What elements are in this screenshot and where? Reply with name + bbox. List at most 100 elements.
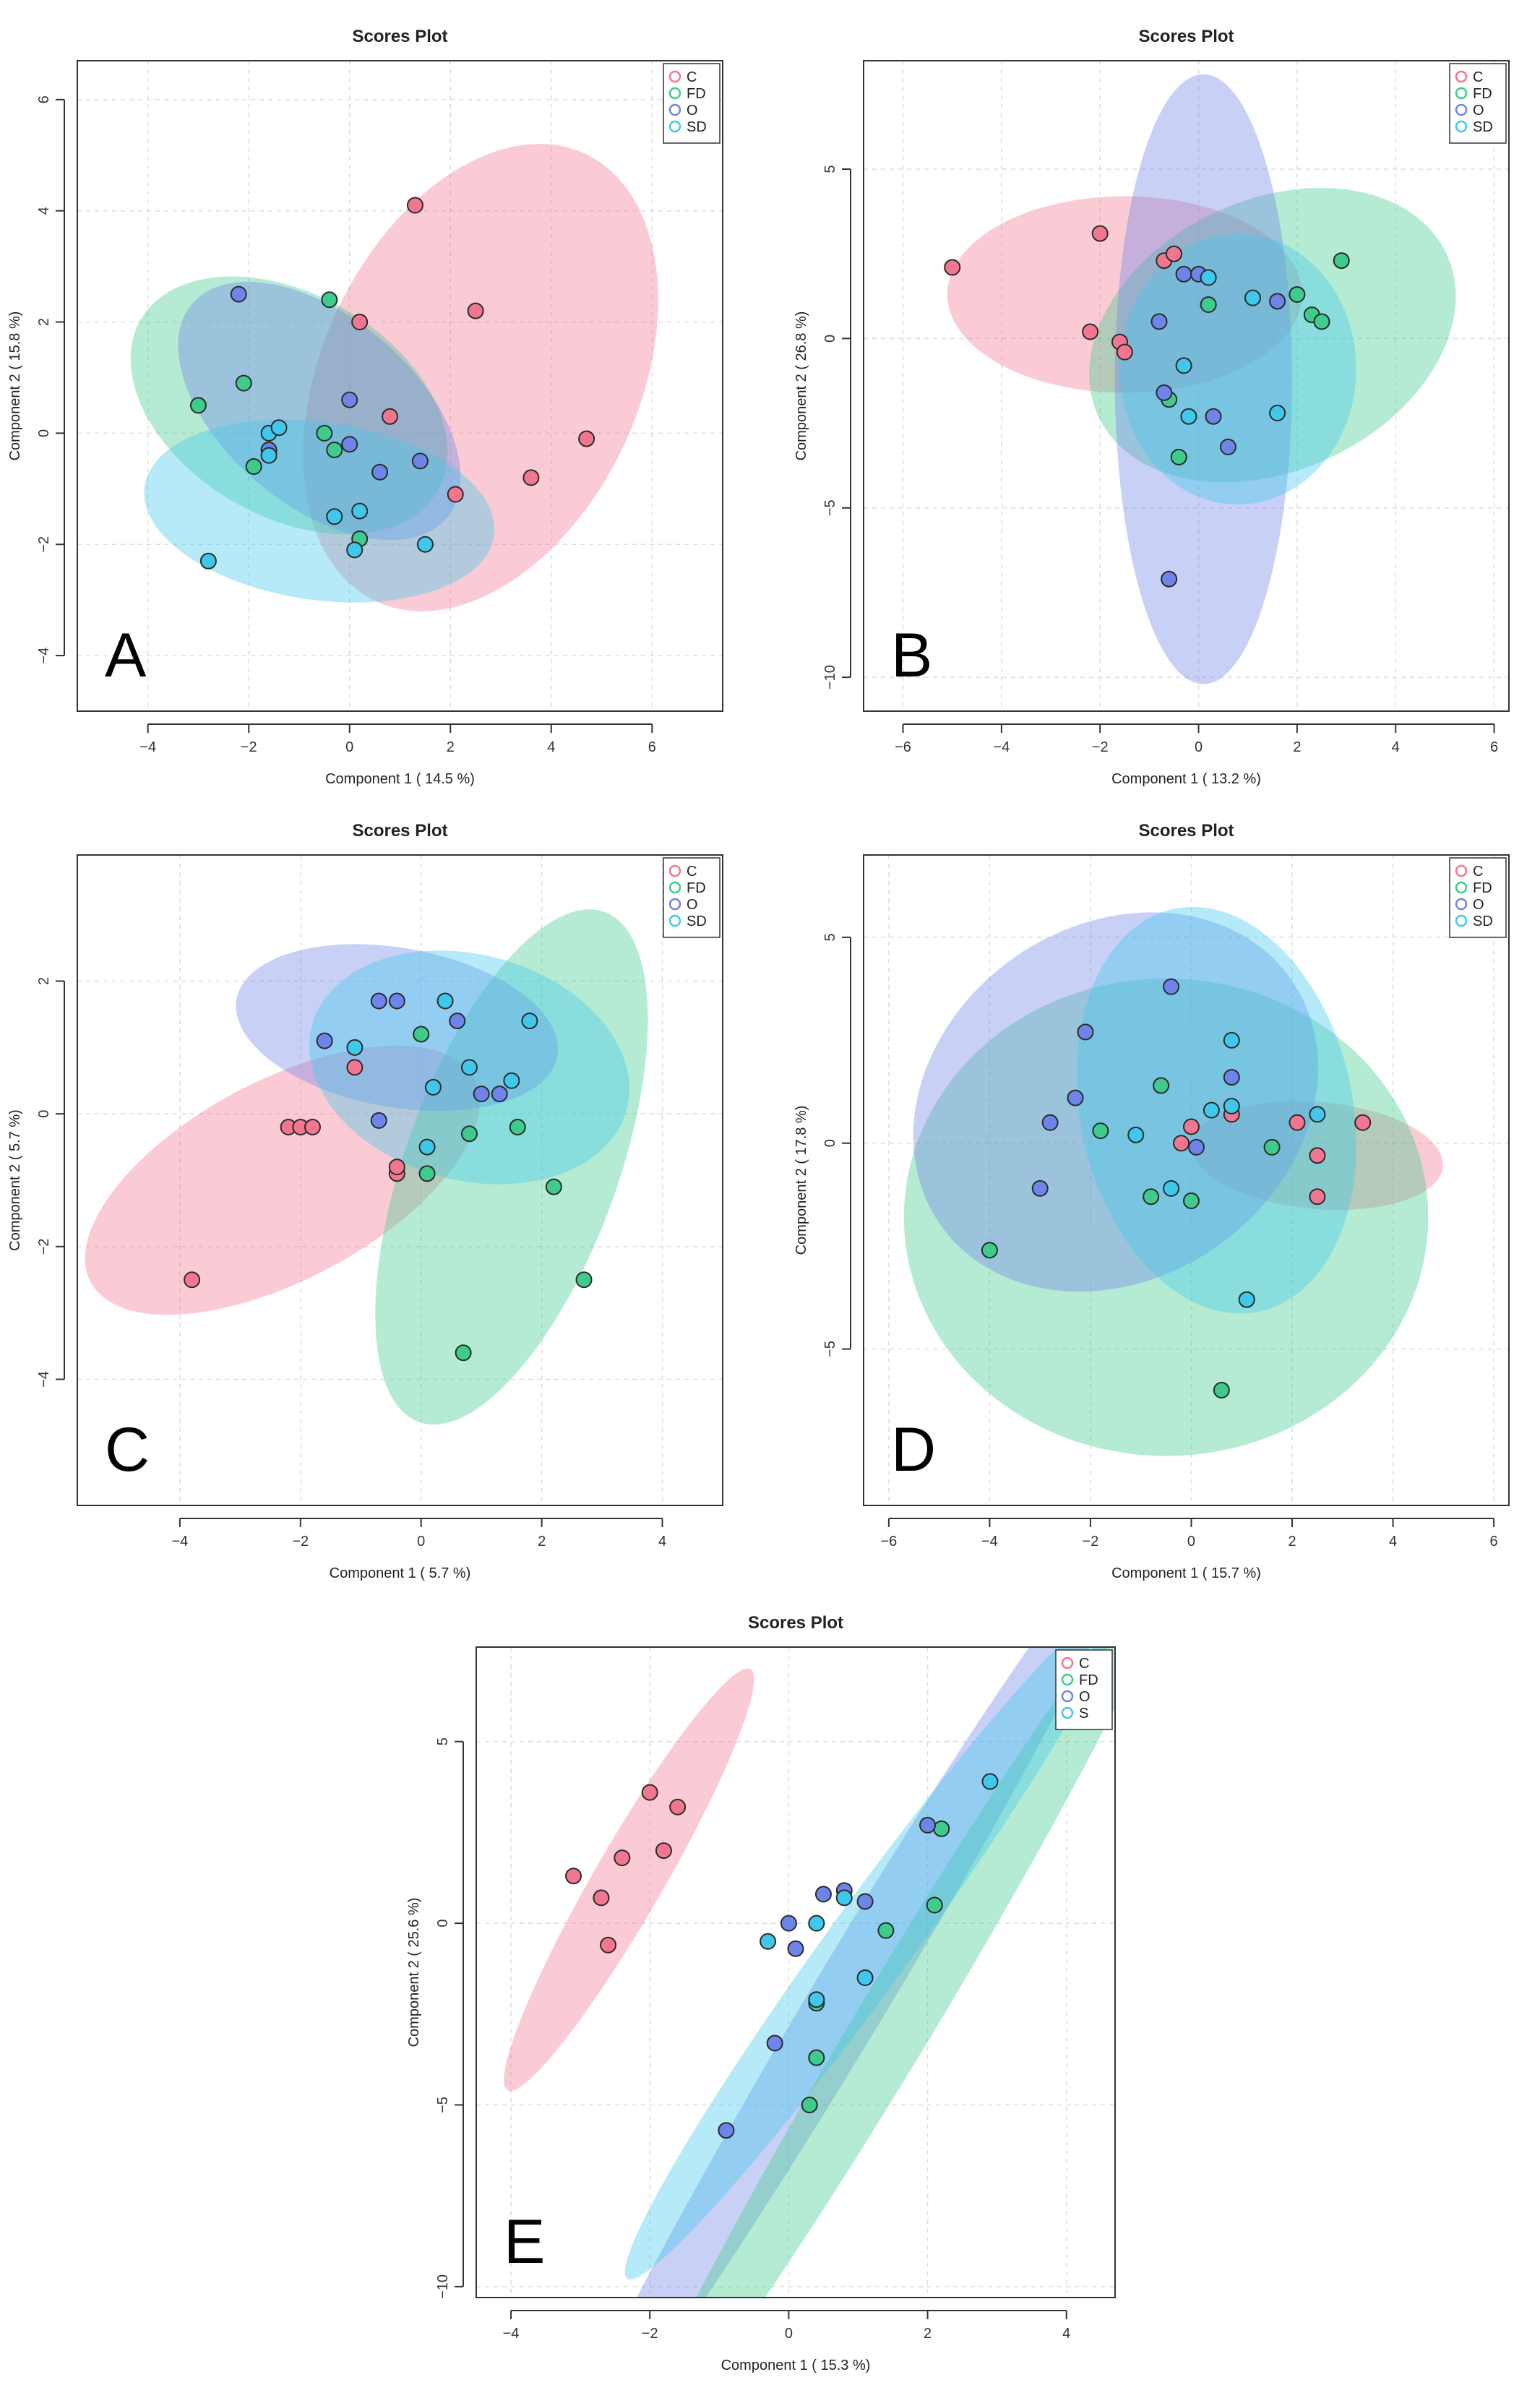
score-point-fd [877,1922,895,1939]
score-point-o [370,1112,387,1129]
legend-label-s: S [1079,1706,1088,1722]
panel-label: B [891,621,932,690]
score-point-fd [1289,285,1306,303]
score-point-fd [321,291,338,309]
x-tick-label: 4 [547,739,555,755]
score-point-s [856,1969,874,1987]
legend-label-sd: SD [1473,119,1493,135]
legend-marker-sd [1455,914,1468,927]
score-point-fd [235,374,252,392]
y-tick-label: 2 [36,977,52,985]
y-tick-label: −4 [36,648,52,664]
panel-label: D [891,1415,936,1484]
score-point-fd [981,1242,998,1259]
score-point-fd [1263,1138,1281,1156]
y-axis-label: Component 2 ( 5.7 %) [7,1109,23,1251]
score-point-sd [260,447,278,464]
x-axis-label: Component 1 ( 14.5 %) [325,771,475,787]
x-tick-label: −4 [139,739,156,755]
x-tick-label: 0 [1195,739,1203,755]
y-tick-label: 0 [36,429,52,437]
score-point-sd [346,541,364,559]
chart-title: Scores Plot [1138,27,1234,46]
y-tick-label: 6 [36,95,52,103]
score-point-fd [460,1125,478,1143]
score-point-c [346,1059,364,1076]
score-point-c [565,1868,582,1885]
score-point-o [388,992,405,1010]
x-tick-label: 6 [1490,1534,1498,1550]
scores-plot-c: Scores Plot −4 −2 0 2 4 −4 −2 0 2 Component 1 ( 5.… [7,821,723,1581]
score-point-o [1205,408,1222,425]
score-point-c [447,486,464,503]
score-point-o [1163,978,1180,995]
score-point-c [1116,343,1133,361]
confidence-ellipse-c [947,196,1302,393]
score-point-sd [1223,1097,1240,1114]
y-tick-label: −5 [822,499,838,516]
panel-label: A [105,621,147,690]
score-point-sd [1269,405,1286,421]
score-point-c [1289,1114,1306,1131]
legend-label-fd: FD [687,880,706,896]
score-point-fd [326,441,343,458]
score-point-sd [1163,1179,1180,1197]
score-point-o [766,2034,783,2052]
x-tick-label: 4 [1389,1534,1397,1550]
x-tick-label: −4 [993,739,1010,755]
scores-plot-e: Scores Plot −4 −2 0 2 4 −10 −5 0 5 Component 1 ( 1… [406,1613,1116,2373]
legend-marker-fd [1061,1673,1074,1686]
x-tick-label: 0 [785,2326,793,2342]
plot-frame [77,60,723,712]
y-axis-label: Component 2 ( 25.6 %) [406,1898,422,2047]
panel-c: Scores Plot −4 −2 0 2 4 −4 −2 0 2 Component 1 ( 5.… [0,791,770,1583]
score-point-c [1309,1188,1326,1206]
score-point-sd [1223,1031,1240,1049]
legend-marker-o [1061,1690,1074,1703]
legend-marker-sd [668,120,681,133]
x-tick-label: 2 [1293,739,1301,755]
score-point-o [491,1086,508,1103]
score-point-o [919,1816,937,1834]
score-point-c [184,1271,201,1289]
y-tick-label: 5 [822,165,838,173]
score-point-c [614,1849,631,1867]
score-point-c [382,408,399,425]
chart-title: Scores Plot [352,27,447,46]
y-tick-label: −2 [36,536,52,553]
x-tick-label: −4 [503,2326,520,2342]
y-tick-label: −5 [435,2097,451,2113]
score-point-sd [418,1138,436,1156]
legend-marker-fd [1455,87,1468,100]
score-point-o [1223,1069,1240,1086]
legend-label-o: O [687,103,698,119]
score-point-c [1182,1118,1200,1135]
x-tick-label: 6 [648,739,656,755]
x-tick-label: 0 [1187,1534,1195,1550]
x-axis-label: Component 1 ( 13.2 %) [1111,771,1261,787]
legend-label-sd: SD [1473,914,1493,929]
x-tick-label: 0 [417,1534,425,1550]
y-tick-label: 4 [36,207,52,215]
confidence-ellipse-o [1114,74,1293,684]
score-point-sd [424,1078,442,1096]
panel-a: Scores Plot −4 −2 0 2 4 6 −4 −2 0 2 4 6 Component 1 (… [0,0,770,791]
x-tick-label: −4 [981,1534,998,1550]
legend-label-c: C [1473,864,1483,880]
score-point-sd [503,1072,520,1089]
score-point-s [808,1914,825,1932]
score-point-sd [1238,1291,1255,1308]
score-point-s [835,1889,853,1907]
score-point-c [388,1159,405,1176]
score-point-sd [416,536,434,553]
score-point-s [981,1773,999,1790]
plot-frame [476,1646,1116,2298]
score-point-fd [801,2097,818,2114]
grid [476,1647,1115,2298]
x-tick-label: 2 [447,739,455,755]
legend-marker-s [1061,1706,1074,1719]
score-point-o [1219,438,1236,455]
x-tick-label: −2 [1092,739,1109,755]
legend-label-c: C [1079,1656,1089,1672]
chart-title: Scores Plot [352,821,447,841]
